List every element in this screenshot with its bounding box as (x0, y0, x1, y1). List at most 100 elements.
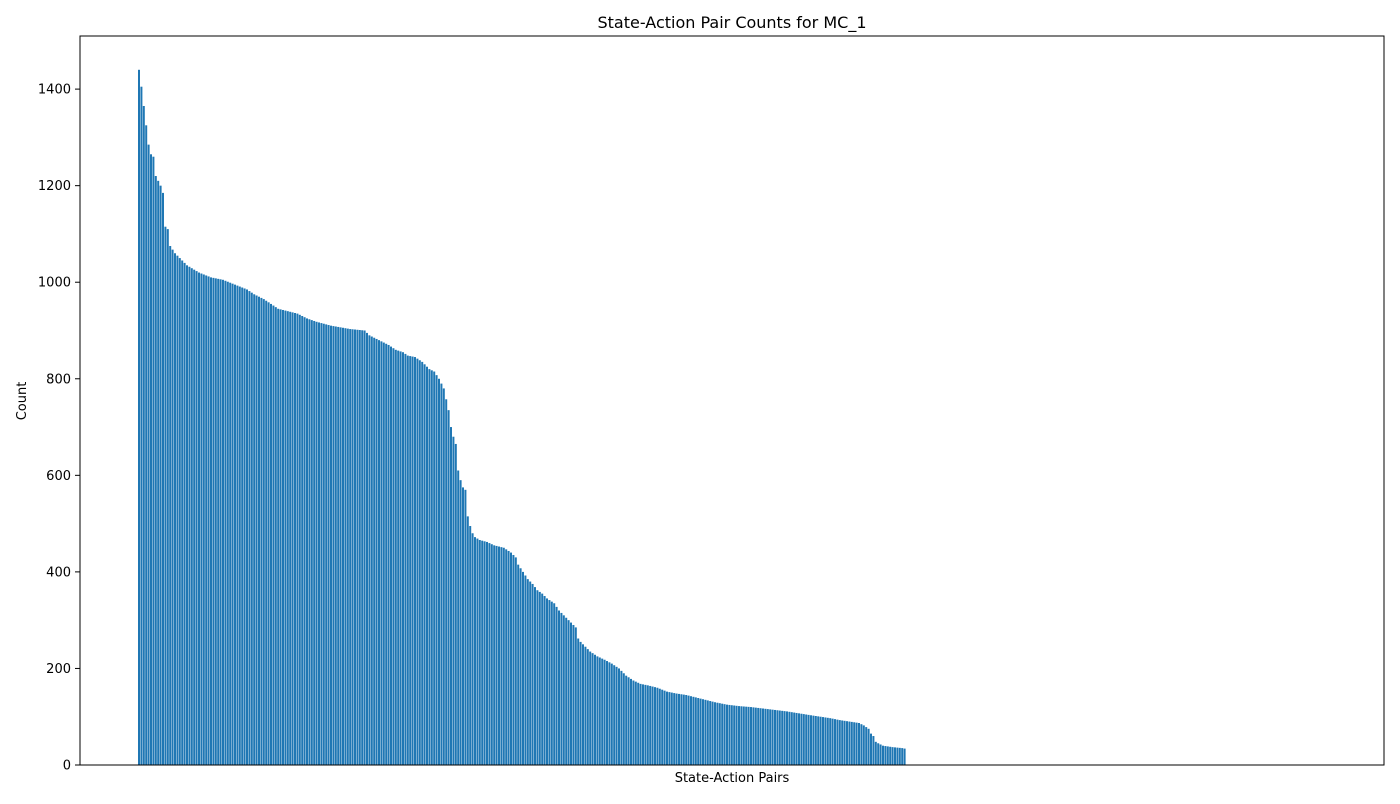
bar (334, 326, 337, 765)
bar (702, 699, 704, 765)
bar (474, 537, 476, 765)
bar (685, 695, 688, 765)
bar (500, 547, 503, 765)
bar (534, 587, 536, 765)
bar (567, 620, 570, 765)
bar (291, 312, 294, 765)
bar (570, 622, 572, 765)
bar (608, 662, 611, 765)
bar (788, 711, 791, 765)
bar (375, 338, 378, 765)
bar (824, 717, 827, 765)
bar (476, 538, 479, 765)
bar (481, 540, 484, 765)
bar (488, 543, 491, 765)
bar (147, 144, 150, 765)
bar (433, 371, 436, 765)
bar (819, 716, 822, 765)
bar (370, 336, 373, 765)
bar (750, 707, 752, 765)
bar (752, 707, 755, 765)
bar (642, 684, 644, 765)
bar (596, 656, 599, 765)
bar (394, 349, 397, 765)
bar (546, 598, 548, 765)
y-tick-label: 1200 (38, 179, 71, 194)
bar (886, 746, 889, 765)
bar (594, 654, 596, 765)
bar (399, 351, 402, 765)
bar (678, 693, 680, 765)
bar (783, 711, 786, 765)
bar (714, 702, 716, 765)
bar (238, 286, 241, 765)
bar (318, 322, 320, 765)
bar (901, 748, 904, 765)
bar (159, 185, 162, 765)
bar (762, 708, 764, 765)
bar (262, 299, 265, 765)
bar (435, 375, 438, 765)
bar (774, 709, 776, 765)
bar (848, 721, 851, 765)
bar (601, 658, 604, 765)
bar (632, 680, 635, 765)
bar (286, 311, 289, 765)
bar (639, 683, 642, 765)
bar (802, 714, 805, 765)
bar (157, 180, 160, 765)
bar (282, 309, 284, 765)
bar (858, 723, 860, 765)
bar (248, 291, 251, 765)
bar (891, 747, 894, 765)
bar (140, 86, 143, 765)
bar (274, 307, 277, 765)
bar (654, 687, 656, 765)
bar (692, 696, 695, 765)
bar (466, 516, 469, 765)
y-tick-label: 1000 (38, 276, 71, 291)
bar (397, 350, 400, 765)
bar (224, 280, 227, 765)
bar (450, 427, 452, 765)
bar (555, 606, 558, 765)
bar (471, 533, 474, 765)
bar (368, 335, 371, 765)
bar (226, 281, 229, 765)
bar (442, 388, 445, 765)
bar (390, 346, 392, 765)
bar (834, 719, 836, 765)
bar (438, 378, 440, 765)
bar (454, 443, 457, 765)
y-tick-label: 600 (46, 469, 71, 484)
bar (874, 741, 877, 765)
bar (342, 327, 344, 765)
bar (246, 289, 248, 765)
bar (786, 711, 788, 765)
bar (776, 710, 779, 765)
bar (831, 718, 834, 765)
bar (634, 681, 637, 765)
bar (406, 355, 409, 765)
bar (166, 229, 169, 766)
bar (680, 694, 683, 765)
bar (548, 600, 551, 765)
bar (423, 364, 426, 765)
y-axis-label: Count (15, 382, 30, 421)
bar (606, 661, 608, 765)
bar (716, 702, 719, 765)
bar (668, 692, 671, 765)
bar (174, 253, 176, 765)
bar (889, 746, 892, 765)
bar (193, 269, 196, 765)
bar (572, 624, 575, 765)
bar (759, 708, 762, 765)
bar (644, 684, 647, 765)
bar (301, 316, 304, 765)
bar (181, 260, 184, 765)
bar (754, 707, 757, 765)
bar (351, 329, 354, 765)
bar (514, 557, 517, 765)
bar (142, 106, 145, 765)
